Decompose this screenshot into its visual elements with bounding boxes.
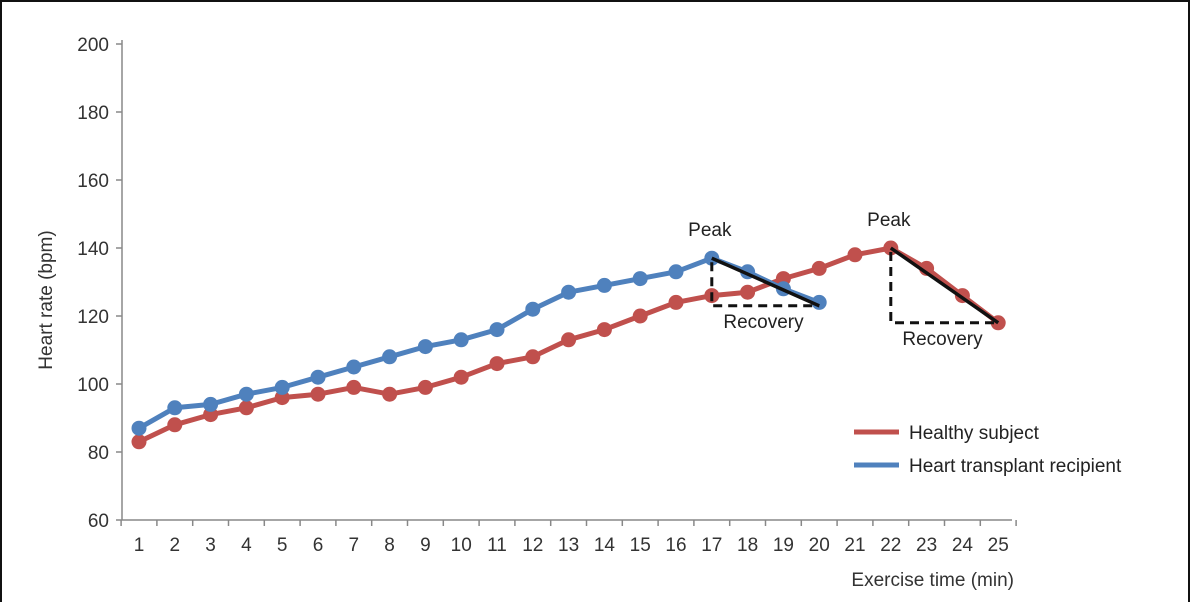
recovery-dashed-legs	[889, 252, 999, 325]
x-tick-label: 21	[844, 535, 865, 556]
x-tick-label: 13	[558, 535, 579, 556]
data-point-healthy-subject	[668, 294, 684, 310]
x-tick-label: 22	[880, 535, 901, 556]
x-tick-label: 17	[701, 535, 722, 556]
data-point-healthy-subject	[453, 369, 469, 385]
data-point-heart-transplant-recipient	[131, 420, 147, 436]
data-point-heart-transplant-recipient	[417, 339, 433, 355]
x-tick-label: 11	[487, 535, 507, 556]
y-tick-label: 160	[77, 171, 109, 192]
y-tick-label: 100	[77, 375, 109, 396]
data-point-healthy-subject	[740, 284, 756, 300]
data-point-healthy-subject	[525, 349, 541, 365]
peak-label: Peak	[867, 210, 911, 231]
x-tick-label: 25	[988, 535, 1009, 556]
data-point-healthy-subject	[382, 386, 398, 402]
data-point-heart-transplant-recipient	[561, 284, 577, 300]
x-tick-label: 18	[737, 535, 758, 556]
x-tick-label: 8	[384, 535, 395, 556]
data-point-healthy-subject	[167, 417, 183, 433]
data-point-heart-transplant-recipient	[632, 271, 648, 287]
peak-label: Peak	[688, 220, 732, 241]
x-tick-label: 4	[241, 535, 252, 556]
x-tick-label: 7	[349, 535, 360, 556]
data-point-heart-transplant-recipient	[274, 379, 290, 395]
x-tick-label: 16	[665, 535, 686, 556]
y-tick-label: 180	[77, 103, 109, 124]
x-tick-label: 19	[773, 535, 794, 556]
x-tick-label: 20	[809, 535, 830, 556]
x-tick-label: 24	[952, 535, 974, 556]
x-tick-label: 23	[916, 535, 937, 556]
data-point-healthy-subject	[811, 260, 827, 276]
data-point-healthy-subject	[346, 379, 362, 395]
annotation-layer: Peak Recovery Peak Recovery	[688, 210, 1000, 350]
x-tick-label: 10	[451, 535, 472, 556]
series-layer	[131, 240, 1006, 450]
data-point-healthy-subject	[310, 386, 326, 402]
axes	[121, 40, 1012, 521]
x-tick-label: 1	[134, 535, 145, 556]
data-point-heart-transplant-recipient	[525, 301, 541, 317]
data-point-healthy-subject	[238, 400, 254, 416]
data-point-heart-transplant-recipient	[310, 369, 326, 385]
legend-label: Healthy subject	[909, 423, 1040, 444]
x-tick-label: 12	[522, 535, 543, 556]
data-point-heart-transplant-recipient	[489, 322, 505, 338]
data-point-heart-transplant-recipient	[203, 396, 219, 412]
y-tick-label: 140	[77, 239, 109, 260]
y-tick-label: 120	[77, 307, 109, 328]
x-axis-ticks: 1 2 3 4 5 6 7 8 9 10 11 12 13 14 15 16 17 18 19 20 21 22 23 24 2…	[120, 520, 1017, 556]
x-tick-label: 14	[594, 535, 616, 556]
data-point-heart-transplant-recipient	[346, 359, 362, 375]
x-tick-label: 2	[170, 535, 181, 556]
data-point-heart-transplant-recipient	[704, 250, 720, 266]
x-axis-title: Exercise time (min)	[851, 570, 1014, 591]
data-point-healthy-subject	[561, 332, 577, 348]
data-point-healthy-subject	[632, 308, 648, 324]
data-point-heart-transplant-recipient	[382, 349, 398, 365]
data-point-healthy-subject	[847, 247, 863, 263]
x-tick-label: 5	[277, 535, 288, 556]
data-point-healthy-subject	[131, 434, 147, 450]
data-point-heart-transplant-recipient	[238, 386, 254, 402]
x-tick-label: 3	[205, 535, 216, 556]
y-tick-label: 80	[88, 443, 109, 464]
data-point-healthy-subject	[489, 356, 505, 372]
y-axis-title: Heart rate (bpm)	[36, 230, 57, 369]
data-point-heart-transplant-recipient	[596, 277, 612, 293]
data-point-heart-transplant-recipient	[167, 400, 183, 416]
data-point-heart-transplant-recipient	[668, 264, 684, 280]
data-point-heart-transplant-recipient	[453, 332, 469, 348]
data-point-heart-transplant-recipient	[811, 294, 827, 310]
data-point-healthy-subject	[596, 322, 612, 338]
y-tick-label: 200	[77, 35, 109, 56]
recovery-slope-line	[711, 256, 820, 308]
data-point-healthy-subject	[417, 379, 433, 395]
x-tick-label: 6	[313, 535, 324, 556]
recovery-slope-line	[889, 246, 1000, 325]
x-tick-label: 9	[420, 535, 431, 556]
legend-label: Heart transplant recipient	[909, 456, 1122, 477]
y-axis-ticks: 60 80 100 120 140 160 180 200	[77, 35, 122, 532]
recovery-label: Recovery	[723, 312, 804, 333]
x-tick-label: 15	[630, 535, 651, 556]
legend: Healthy subject Heart transplant recipien…	[854, 423, 1122, 477]
recovery-label: Recovery	[902, 329, 983, 350]
y-tick-label: 60	[88, 511, 109, 532]
